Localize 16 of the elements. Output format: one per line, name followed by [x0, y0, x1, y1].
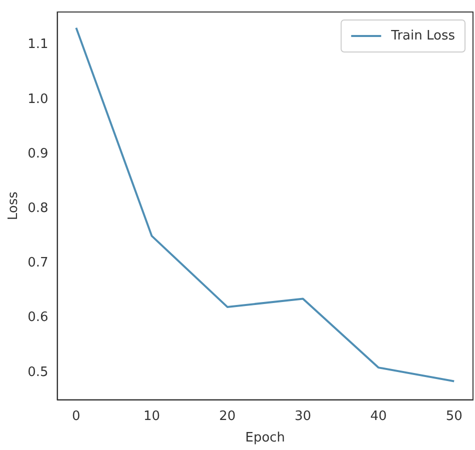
y-tick-label: 0.8	[28, 201, 48, 216]
x-tick-label: 10	[143, 408, 160, 424]
y-tick-label: 0.9	[28, 146, 48, 162]
y-tick-label: 1.1	[28, 37, 48, 52]
x-tick-label: 20	[219, 408, 236, 424]
x-tick-label: 50	[446, 408, 462, 424]
legend-label: Train Loss	[390, 28, 456, 44]
y-tick-label: 0.7	[28, 256, 48, 271]
x-axis-title: Epoch	[245, 430, 286, 446]
y-tick-label: 1.0	[28, 92, 48, 107]
y-tick-label: 0.6	[28, 310, 48, 326]
x-tick-label: 40	[370, 408, 387, 424]
x-tick-label: 30	[294, 408, 312, 424]
y-axis-title: Loss	[6, 191, 22, 220]
y-tick-label: 0.5	[28, 364, 48, 380]
x-tick-label: 0	[72, 408, 80, 424]
